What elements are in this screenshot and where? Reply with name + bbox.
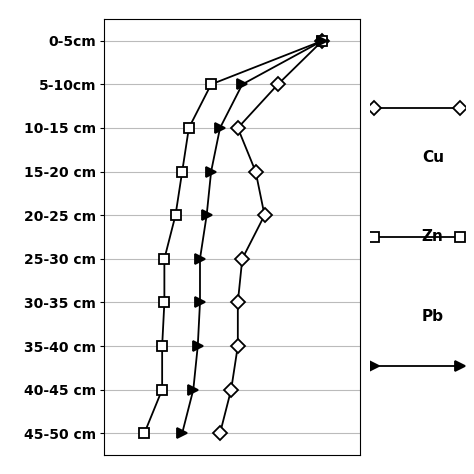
Cu	[235, 343, 241, 349]
Zn	[208, 82, 214, 87]
Zn	[142, 430, 147, 436]
Zn	[319, 38, 325, 44]
Cu	[253, 169, 258, 174]
Pb	[319, 38, 325, 44]
Cu	[262, 212, 267, 218]
Line: Pb: Pb	[177, 36, 327, 438]
Zn	[159, 343, 165, 349]
Text: Zn: Zn	[422, 229, 444, 245]
Pb	[179, 430, 185, 436]
Pb	[191, 387, 196, 392]
Cu	[235, 125, 241, 131]
Pb	[217, 125, 223, 131]
Pb	[204, 212, 210, 218]
Line: Cu: Cu	[215, 36, 327, 438]
Pb	[208, 169, 214, 174]
Cu	[235, 300, 241, 305]
Text: Cu: Cu	[422, 150, 444, 165]
Text: Pb: Pb	[422, 309, 444, 324]
Zn	[159, 387, 165, 392]
Zn	[186, 125, 191, 131]
Pb	[197, 256, 203, 262]
Line: Zn: Zn	[139, 36, 327, 438]
Cu	[217, 430, 223, 436]
Zn	[162, 256, 167, 262]
Pb	[239, 82, 245, 87]
Cu	[319, 38, 325, 44]
Pb	[197, 300, 203, 305]
Pb	[195, 343, 201, 349]
Cu	[228, 387, 234, 392]
Cu	[239, 256, 245, 262]
Zn	[162, 300, 167, 305]
Zn	[179, 169, 185, 174]
Zn	[173, 212, 178, 218]
Cu	[275, 82, 281, 87]
